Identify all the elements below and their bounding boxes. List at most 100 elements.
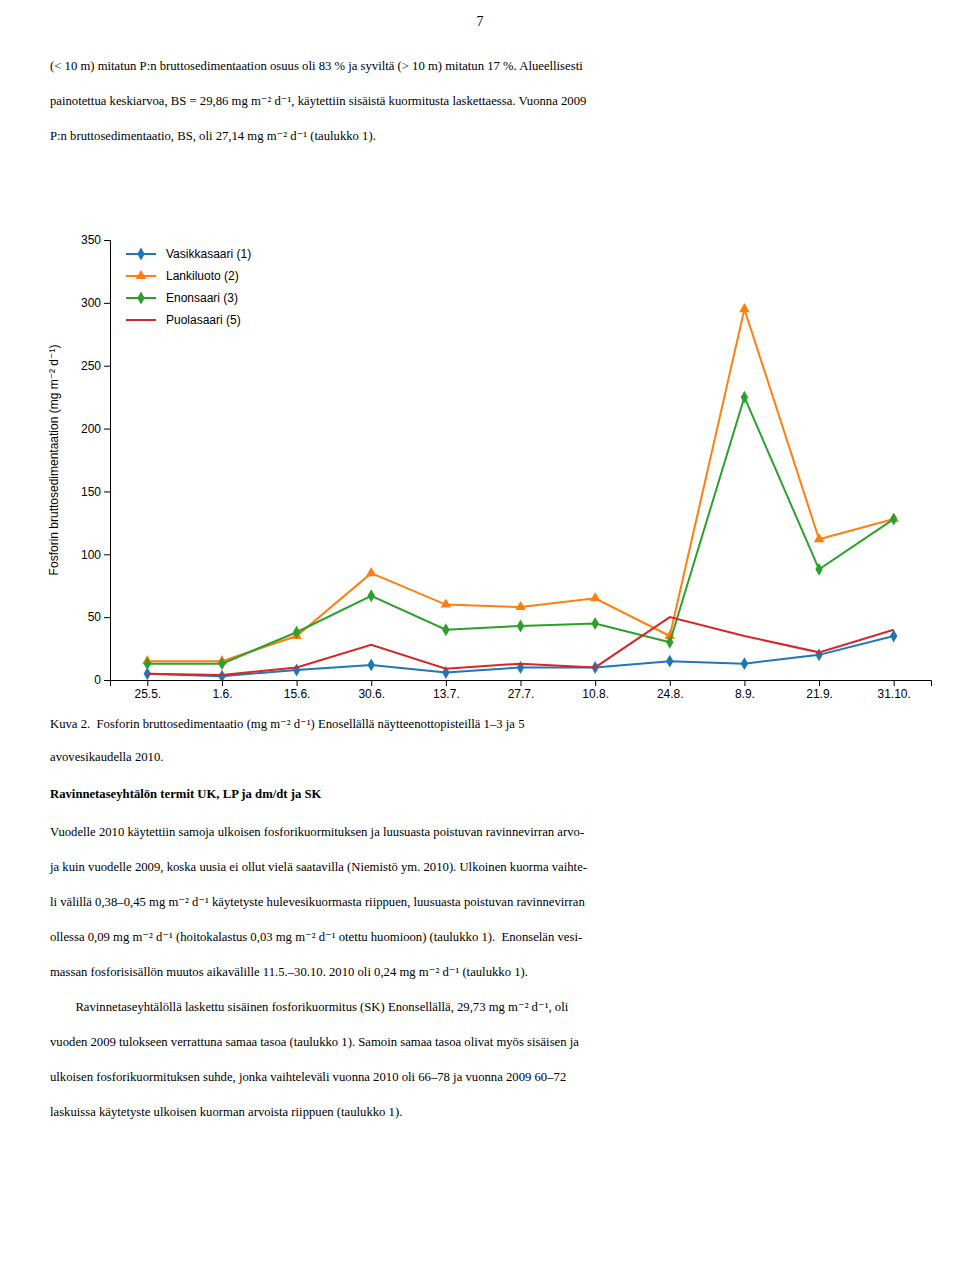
x-tick-label: 1.6. — [212, 687, 232, 701]
y-tick: 200 — [81, 422, 110, 436]
y-tick-mark — [104, 680, 110, 681]
x-tick-label: 15.6. — [284, 687, 311, 701]
series-marker — [441, 598, 452, 607]
series-marker — [293, 626, 300, 639]
x-tick-label: 30.6. — [358, 687, 385, 701]
x-tick: 25.5. — [134, 680, 161, 701]
series-marker — [368, 589, 375, 602]
paragraph-line: Ravinnetaseyhtälöllä laskettu sisäinen f… — [50, 1000, 569, 1014]
y-tick-label: 250 — [81, 359, 101, 373]
paragraph-line: Vuodelle 2010 käytettiin samoja ulkoisen… — [50, 825, 584, 839]
y-tick-label: 200 — [81, 422, 101, 436]
series — [144, 391, 898, 670]
y-tick-mark — [104, 303, 110, 304]
x-tick-mark — [147, 680, 148, 686]
plot-area — [142, 303, 899, 680]
series-marker — [442, 623, 449, 636]
y-tick: 300 — [81, 296, 110, 310]
series-line — [147, 397, 893, 664]
paragraph-line: P:n bruttosedimentaatio, BS, oli 27,14 m… — [50, 129, 376, 143]
legend-item: Enonsaari (3) — [126, 291, 238, 305]
x-axis: 25.5. 1.6. 15.6. 30.6. 13.7. 27.7. 10.8. 24.8. 8… — [111, 680, 932, 701]
x-tick: 13.7. — [433, 680, 460, 701]
legend-item: Puolasaari (5) — [126, 313, 241, 327]
paragraph-line: (< 10 m) mitatun P:n bruttosedimentaatio… — [50, 59, 583, 73]
series — [147, 617, 893, 675]
legend-marker — [137, 292, 144, 305]
x-tick-mark — [371, 680, 372, 686]
x-tick-label: 31.10. — [877, 687, 910, 701]
y-tick: 350 — [81, 233, 110, 247]
x-tick-label: 25.5. — [134, 687, 161, 701]
caption-line: avovesikaudella 2010. — [50, 750, 163, 764]
series-marker — [739, 303, 750, 312]
x-tick-label: 27.7. — [508, 687, 535, 701]
series-marker — [814, 533, 825, 542]
paragraph-line: ulkoisen fosforikuormituksen suhde, jonk… — [50, 1070, 566, 1084]
legend-item: Lankiluoto (2) — [126, 269, 239, 283]
legend-label: Lankiluoto (2) — [166, 269, 239, 283]
y-tick-mark — [104, 429, 110, 430]
x-tick: 31.10. — [877, 680, 910, 701]
x-tick: 10.8. — [582, 680, 609, 701]
series-marker — [741, 657, 748, 670]
x-tick-mark — [521, 680, 522, 686]
paragraph-line: li välillä 0,38–0,45 mg m⁻² d⁻¹ käytetys… — [50, 895, 585, 909]
x-tick: 15.6. — [284, 680, 311, 701]
y-tick-label: 50 — [88, 610, 102, 624]
legend-label: Puolasaari (5) — [166, 313, 241, 327]
x-axis-line — [111, 681, 932, 687]
series — [142, 303, 899, 664]
legend-label: Enonsaari (3) — [166, 291, 238, 305]
series-marker — [293, 663, 300, 676]
legend-marker — [137, 248, 144, 261]
x-tick-mark — [446, 680, 447, 686]
series-marker — [144, 657, 151, 670]
paragraph-line: painotettua keskiarvoa, BS = 29,86 mg m⁻… — [50, 94, 586, 108]
series-marker — [590, 592, 601, 601]
y-tick: 250 — [81, 359, 110, 373]
x-tick: 27.7. — [508, 680, 535, 701]
x-tick-label: 21.9. — [806, 687, 833, 701]
paragraph-line: massan fosforisisällön muutos aikavälill… — [50, 965, 528, 979]
chart: 25.5. 1.6. 15.6. 30.6. 13.7. 27.7. 10.8. 24.8. 8… — [47, 233, 932, 700]
series-marker — [591, 617, 598, 630]
y-tick: 100 — [81, 548, 110, 562]
x-tick-mark — [819, 680, 820, 686]
series-marker — [815, 563, 822, 576]
x-tick: 24.8. — [657, 680, 684, 701]
x-tick-label: 10.8. — [582, 687, 609, 701]
series-marker — [890, 513, 897, 526]
y-tick-label: 150 — [81, 485, 101, 499]
x-tick-mark — [297, 680, 298, 686]
y-tick: 50 — [88, 610, 110, 624]
y-axis: 0 50 100 150 200 250 300 350 — [81, 233, 111, 687]
x-tick-label: 13.7. — [433, 687, 460, 701]
y-axis-title: Fosforin bruttosedimentaation (mg m⁻² d⁻… — [47, 345, 61, 576]
x-tick-mark — [670, 680, 671, 686]
x-tick-mark — [744, 680, 745, 686]
page: 7(< 10 m) mitatun P:n bruttosedimentaati… — [0, 0, 960, 1264]
series-marker — [218, 657, 225, 670]
series-line — [147, 617, 893, 675]
y-tick-mark — [104, 366, 110, 367]
paragraph-line: ollessa 0,09 mg m⁻² d⁻¹ (hoitokalastus 0… — [50, 930, 582, 944]
legend-swatch — [126, 319, 156, 321]
y-tick: 150 — [81, 485, 110, 499]
y-tick-mark — [104, 491, 110, 492]
y-tick-label: 0 — [94, 673, 101, 687]
paragraph-line: ja kuin vuodelle 2009, koska uusia ei ol… — [49, 860, 587, 874]
series-marker — [666, 636, 673, 649]
legend-marker — [136, 270, 147, 279]
x-tick-label: 8.9. — [735, 687, 755, 701]
x-tick: 21.9. — [806, 680, 833, 701]
x-tick: 8.9. — [735, 680, 755, 701]
series-marker — [741, 391, 748, 404]
legend: Vasikkasaari (1)Lankiluoto (2)Enonsaari … — [126, 247, 251, 327]
x-tick-label: 24.8. — [657, 687, 684, 701]
series-marker — [368, 658, 375, 671]
paragraph-line: vuoden 2009 tulokseen verrattuna samaa t… — [50, 1035, 579, 1049]
y-axis-line — [104, 241, 111, 681]
x-tick-mark — [222, 680, 223, 686]
y-tick-label: 100 — [81, 548, 101, 562]
